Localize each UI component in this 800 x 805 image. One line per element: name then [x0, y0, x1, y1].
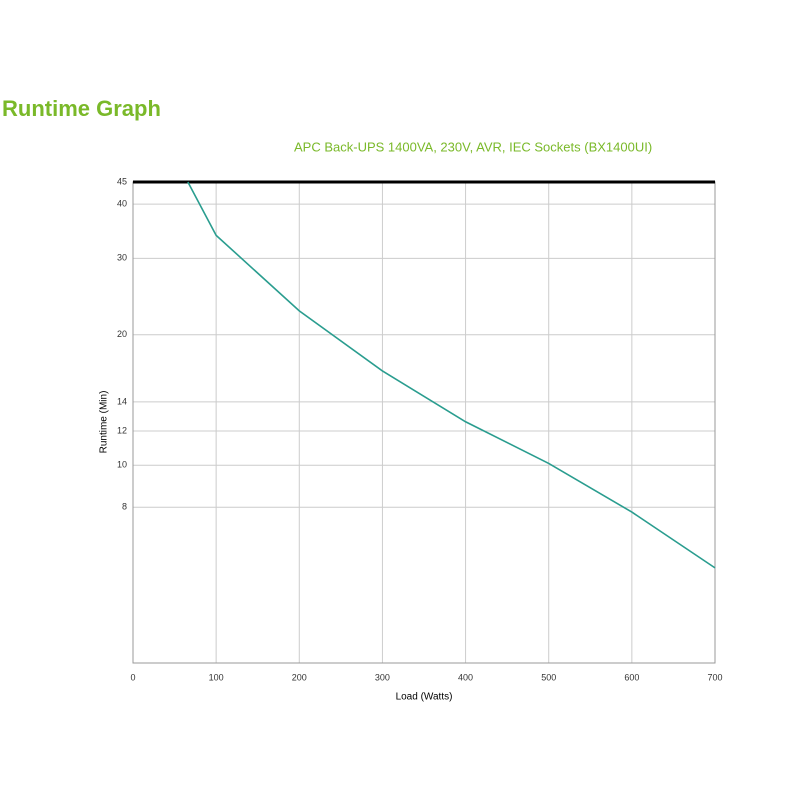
y-tick-label: 8 [122, 502, 127, 512]
runtime-line [187, 181, 716, 569]
x-axis-label: Load (Watts) [396, 692, 453, 703]
y-tick-label: 14 [117, 396, 127, 406]
y-tick-label: 20 [117, 329, 127, 339]
y-tick-label: 30 [117, 253, 127, 263]
x-tick-label: 100 [209, 672, 224, 682]
y-tick-label: 40 [117, 199, 127, 209]
y-tick-label: 45 [117, 176, 127, 186]
y-tick-label: 10 [117, 460, 127, 470]
x-tick-label: 700 [707, 672, 722, 682]
x-tick-label: 0 [130, 672, 135, 682]
y-axis-label: Runtime (Min) [99, 391, 110, 454]
x-tick-label: 300 [375, 672, 390, 682]
x-tick-label: 500 [541, 672, 556, 682]
chart-title: Runtime Graph [2, 96, 161, 121]
x-tick-label: 400 [458, 672, 473, 682]
x-tick-label: 600 [624, 672, 639, 682]
x-tick-label: 200 [292, 672, 307, 682]
y-tick-label: 12 [117, 425, 127, 435]
plot-frame [132, 181, 716, 664]
chart-subtitle: APC Back-UPS 1400VA, 230V, AVR, IEC Sock… [294, 139, 652, 154]
